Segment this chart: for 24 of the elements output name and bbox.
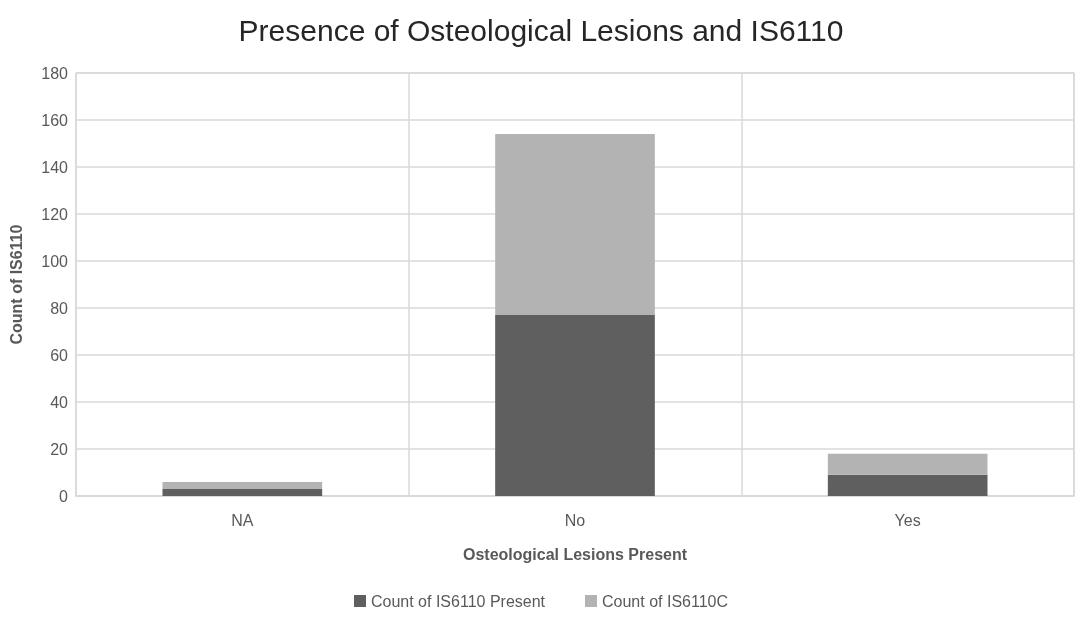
legend-label: Count of IS6110 Present xyxy=(370,592,546,610)
y-axis-title: Count of IS6110 xyxy=(7,224,25,345)
y-tick-label: 40 xyxy=(50,393,69,411)
y-tick-label: 20 xyxy=(50,440,69,458)
bar xyxy=(495,134,655,316)
legend-label: Count of IS6110C xyxy=(602,592,729,610)
y-tick-label: 0 xyxy=(59,487,69,505)
chart-title: Presence of Osteological Lesions and IS6110 xyxy=(238,13,844,47)
bar xyxy=(162,481,323,489)
y-tick-label: 100 xyxy=(41,252,69,270)
x-tick-label: NA xyxy=(231,511,254,529)
y-tick-label: 160 xyxy=(41,111,69,129)
x-tick-label: Yes xyxy=(894,511,921,529)
y-tick-label: 180 xyxy=(41,64,69,82)
bar xyxy=(827,474,988,496)
bar xyxy=(827,453,988,475)
y-tick-label: 80 xyxy=(50,299,69,317)
bar xyxy=(495,315,655,496)
y-tick-label: 60 xyxy=(50,346,69,364)
x-axis-title: Osteological Lesions Present xyxy=(462,545,688,563)
x-tick-label: No xyxy=(564,511,586,529)
bar xyxy=(162,488,323,496)
y-tick-label: 120 xyxy=(41,205,69,223)
y-tick-label: 140 xyxy=(41,158,69,176)
